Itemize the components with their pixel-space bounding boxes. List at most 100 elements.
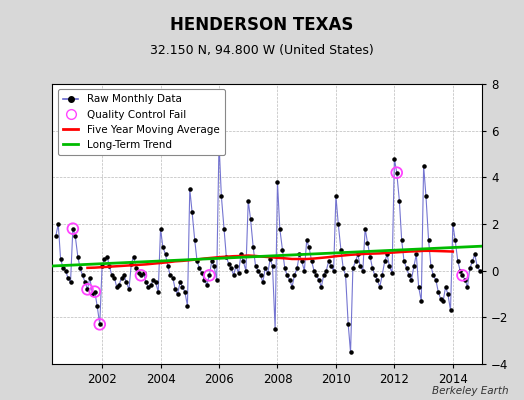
Point [183,302,192,309]
Point [98,263,106,269]
Point [451,237,460,244]
Point [95,321,104,328]
Point [295,251,303,258]
Point [383,251,391,258]
Point [198,270,206,276]
Point [249,244,257,250]
Point [256,272,265,278]
Point [254,268,262,274]
Point [390,156,399,162]
Point [315,277,323,283]
Point [88,291,96,297]
Text: 32.150 N, 94.800 W (United States): 32.150 N, 94.800 W (United States) [150,44,374,57]
Point [129,254,138,260]
Point [139,270,148,276]
Point [57,256,65,262]
Point [449,221,457,227]
Point [244,198,253,204]
Point [113,284,121,290]
Point [458,272,467,278]
Point [441,284,450,290]
Point [227,265,235,272]
Point [298,258,306,264]
Point [402,265,411,272]
Point [422,193,430,199]
Point [117,274,126,281]
Point [476,268,484,274]
Point [161,251,170,258]
Point [181,288,189,295]
Point [195,265,204,272]
Point [156,226,165,232]
Point [188,209,196,216]
Point [178,284,187,290]
Point [103,254,111,260]
Point [132,265,140,272]
Point [205,272,214,278]
Point [361,226,369,232]
Point [95,321,104,328]
Point [432,277,440,283]
Point [305,244,313,250]
Point [274,179,282,185]
Point [220,226,228,232]
Point [412,251,420,258]
Point [74,254,82,260]
Point [224,260,233,267]
Point [373,277,381,283]
Point [463,284,472,290]
Point [312,272,321,278]
Point [454,258,462,264]
Point [115,282,123,288]
Point [322,268,331,274]
Point [378,272,386,278]
Point [330,268,338,274]
Point [468,258,477,264]
Point [410,263,418,269]
Point [93,302,101,309]
Point [67,279,75,286]
Point [91,288,99,295]
Point [400,258,408,264]
Text: HENDERSON TEXAS: HENDERSON TEXAS [170,16,354,34]
Point [466,265,474,272]
Point [337,246,345,253]
Point [100,256,108,262]
Point [300,268,309,274]
Point [370,272,379,278]
Point [137,272,145,278]
Point [91,288,99,295]
Point [222,254,231,260]
Point [120,272,128,278]
Point [237,251,245,258]
Point [405,272,413,278]
Point [232,263,240,269]
Point [85,274,94,281]
Point [395,198,403,204]
Point [385,263,394,269]
Point [327,263,335,269]
Point [429,272,438,278]
Point [278,246,287,253]
Point [149,277,157,283]
Point [310,268,318,274]
Point [261,265,269,272]
Point [52,232,60,239]
Point [266,256,275,262]
Point [137,272,145,278]
Point [332,193,340,199]
Point [286,277,294,283]
Point [69,226,77,232]
Point [392,170,401,176]
Point [193,258,201,264]
Point [83,286,92,292]
Point [427,263,435,269]
Point [205,272,214,278]
Point [246,216,255,222]
Point [142,279,150,286]
Point [203,282,211,288]
Point [288,284,296,290]
Point [191,237,199,244]
Point [334,221,343,227]
Point [230,272,238,278]
